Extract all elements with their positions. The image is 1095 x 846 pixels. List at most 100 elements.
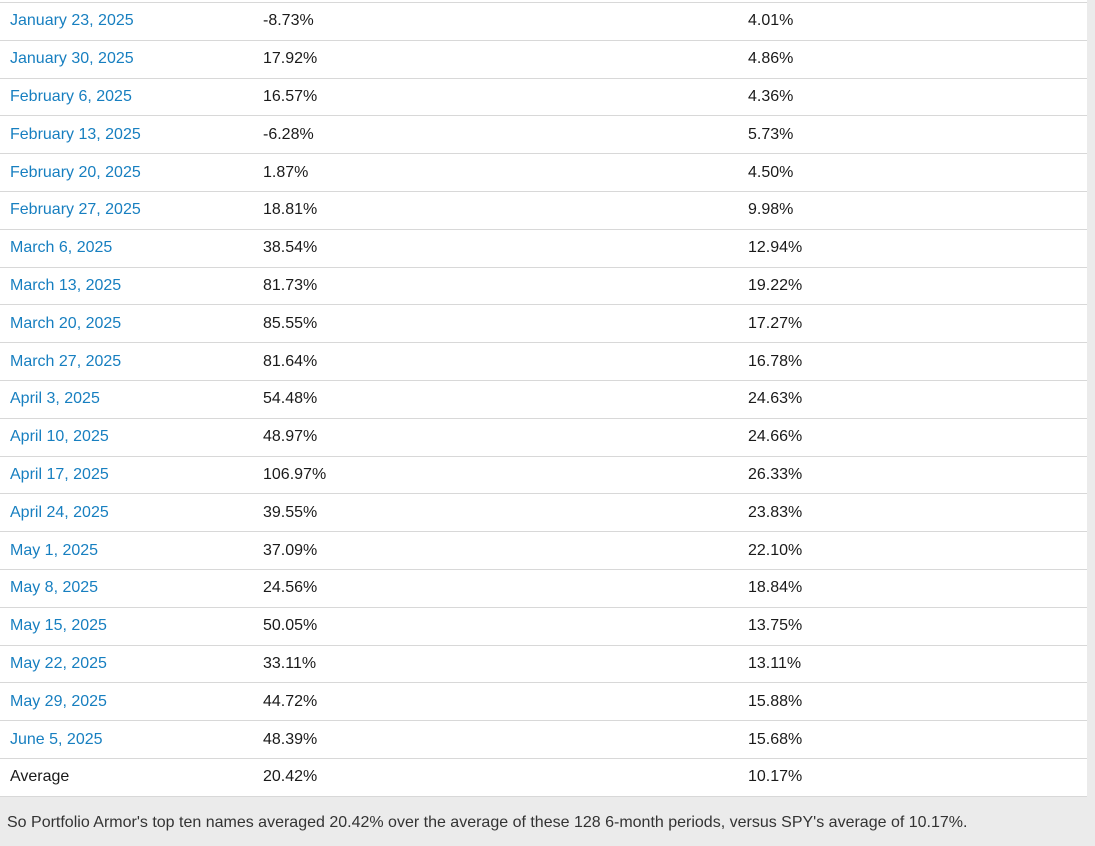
spy-return-value: 4.50%: [748, 163, 794, 181]
date-cell: February 6, 2025: [0, 79, 253, 116]
portfolio-return-value: 48.39%: [263, 730, 318, 748]
portfolio-return-value: 18.81%: [263, 201, 318, 219]
date-link[interactable]: May 22, 2025: [10, 654, 107, 672]
spy-return-value: 9.98%: [748, 201, 794, 219]
date-link[interactable]: February 6, 2025: [10, 87, 132, 105]
portfolio-return-value: 54.48%: [263, 390, 318, 408]
spy-return-value: 26.33%: [748, 465, 803, 483]
table-row: March 27, 2025 81.64% 16.78%: [0, 342, 1087, 380]
portfolio-return-value: 24.56%: [263, 579, 318, 597]
portfolio-return-value: 44.72%: [263, 692, 318, 710]
portfolio-return-value: 33.11%: [263, 654, 317, 672]
spy-return-value: 4.01%: [748, 12, 794, 30]
portfolio-return-value: -6.28%: [263, 125, 314, 143]
portfolio-return-value: 20.42%: [263, 768, 318, 786]
table-row: March 6, 2025 38.54% 12.94%: [0, 228, 1087, 267]
date-cell: May 15, 2025: [0, 608, 253, 645]
portfolio-return-value: 17.92%: [263, 50, 318, 68]
spy-return-value: 10.17%: [748, 768, 803, 786]
portfolio-return-value: 1.87%: [263, 163, 309, 181]
table-row: May 22, 2025 33.11% 13.11%: [0, 644, 1087, 683]
table-row: May 15, 2025 50.05% 13.75%: [0, 606, 1087, 645]
table-row: April 3, 2025 54.48% 24.63%: [0, 379, 1087, 418]
date-link[interactable]: May 29, 2025: [10, 692, 107, 710]
table-row: May 8, 2025 24.56% 18.84%: [0, 568, 1087, 607]
spy-return-value: 13.75%: [748, 617, 803, 635]
spy-return-value: 23.83%: [748, 503, 803, 521]
date-cell: April 24, 2025: [0, 494, 253, 531]
spy-return-value: 15.68%: [748, 730, 803, 748]
table-row: January 30, 2025 17.92% 4.86%: [0, 39, 1087, 78]
date-link[interactable]: May 15, 2025: [10, 617, 107, 635]
portfolio-return-value: 39.55%: [263, 503, 318, 521]
spy-return-value: 24.66%: [748, 428, 803, 446]
portfolio-return-value: 38.54%: [263, 239, 318, 257]
date-cell: April 17, 2025: [0, 457, 253, 494]
date-cell: January 30, 2025: [0, 41, 253, 78]
spy-return-value: 5.73%: [748, 125, 794, 143]
date-link[interactable]: February 27, 2025: [10, 201, 141, 219]
date-link[interactable]: March 13, 2025: [10, 276, 122, 294]
spy-return-value: 12.94%: [748, 239, 803, 257]
spy-return-value: 4.36%: [748, 87, 794, 105]
date-link[interactable]: February 20, 2025: [10, 163, 141, 181]
table-row: March 20, 2025 85.55% 17.27%: [0, 304, 1087, 343]
date-link[interactable]: April 24, 2025: [10, 503, 109, 521]
portfolio-return-value: 37.09%: [263, 541, 318, 559]
date-cell: Average: [0, 759, 253, 796]
date-link[interactable]: April 17, 2025: [10, 465, 109, 483]
date-link[interactable]: May 1, 2025: [10, 541, 99, 559]
portfolio-return-value: 48.97%: [263, 428, 318, 446]
portfolio-return-value: 85.55%: [263, 314, 318, 332]
table-body: January 23, 2025 -8.73% 4.01% January 30…: [0, 2, 1087, 796]
portfolio-return-value: 81.64%: [263, 352, 318, 370]
spy-return-value: 24.63%: [748, 390, 803, 408]
spy-return-value: 19.22%: [748, 276, 803, 294]
date-link[interactable]: March 6, 2025: [10, 239, 113, 257]
table-row: April 24, 2025 39.55% 23.83%: [0, 493, 1087, 532]
date-cell: April 10, 2025: [0, 419, 253, 456]
date-cell: February 13, 2025: [0, 116, 253, 153]
date-link[interactable]: March 27, 2025: [10, 352, 122, 370]
date-cell: January 23, 2025: [0, 3, 253, 40]
date-cell: March 20, 2025: [0, 305, 253, 342]
footer-note: So Portfolio Armor's top ten names avera…: [0, 796, 1095, 846]
spy-return-value: 15.88%: [748, 692, 803, 710]
date-cell: February 27, 2025: [0, 192, 253, 229]
spy-return-value: 17.27%: [748, 314, 803, 332]
date-cell: May 8, 2025: [0, 570, 253, 607]
portfolio-return-value: 50.05%: [263, 617, 318, 635]
table-row: May 29, 2025 44.72% 15.88%: [0, 682, 1087, 721]
date-cell: March 6, 2025: [0, 230, 253, 267]
spy-return-value: 18.84%: [748, 579, 803, 597]
date-link[interactable]: May 8, 2025: [10, 579, 99, 597]
date-cell: April 3, 2025: [0, 381, 253, 418]
table-row: January 23, 2025 -8.73% 4.01%: [0, 2, 1087, 40]
date-link[interactable]: February 13, 2025: [10, 125, 141, 143]
date-cell: March 27, 2025: [0, 343, 253, 380]
table-row: June 5, 2025 48.39% 15.68%: [0, 720, 1087, 758]
spy-return-value: 22.10%: [748, 541, 803, 559]
date-link[interactable]: January 23, 2025: [10, 12, 134, 30]
spy-return-value: 4.86%: [748, 50, 794, 68]
portfolio-return-value: -8.73%: [263, 12, 314, 30]
date-link[interactable]: April 10, 2025: [10, 428, 109, 446]
table-row: April 17, 2025 106.97% 26.33%: [0, 455, 1087, 494]
date-cell: May 1, 2025: [0, 532, 253, 569]
date-link[interactable]: April 3, 2025: [10, 390, 100, 408]
date-cell: May 29, 2025: [0, 683, 253, 720]
table-row: February 13, 2025 -6.28% 5.73%: [0, 115, 1087, 154]
date-link[interactable]: March 20, 2025: [10, 314, 122, 332]
date-cell: March 13, 2025: [0, 268, 253, 305]
date-link[interactable]: June 5, 2025: [10, 730, 103, 748]
spy-return-value: 13.11%: [748, 654, 802, 672]
date-link[interactable]: January 30, 2025: [10, 50, 134, 68]
date-cell: June 5, 2025: [0, 721, 253, 758]
table-row: February 20, 2025 1.87% 4.50%: [0, 153, 1087, 191]
table-row: Average 20.42% 10.17%: [0, 757, 1087, 796]
portfolio-return-value: 81.73%: [263, 276, 318, 294]
spy-return-value: 16.78%: [748, 352, 803, 370]
table-row: April 10, 2025 48.97% 24.66%: [0, 417, 1087, 456]
table-row: May 1, 2025 37.09% 22.10%: [0, 531, 1087, 569]
table-row: February 6, 2025 16.57% 4.36%: [0, 77, 1087, 116]
